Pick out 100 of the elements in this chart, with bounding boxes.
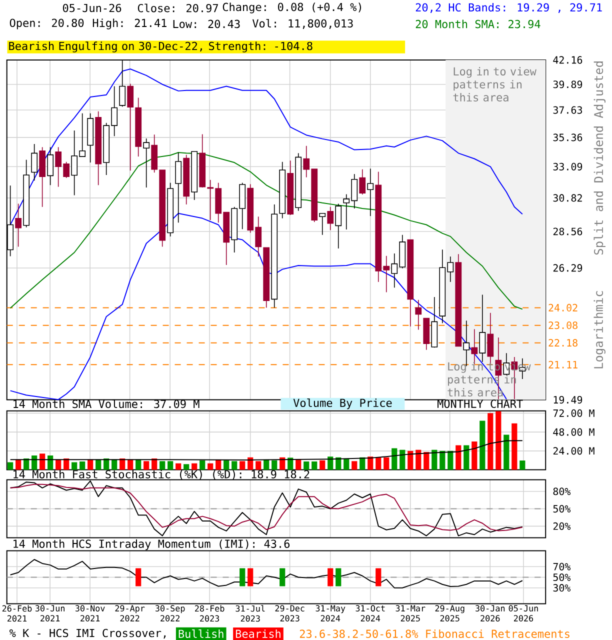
bar [400, 450, 406, 470]
candlestick [359, 168, 366, 195]
x-tick-label: 30-Nov 2021 [75, 605, 105, 622]
bar [304, 461, 310, 470]
bar [224, 460, 230, 470]
bar [103, 458, 110, 470]
bar [87, 460, 94, 470]
x-tick-label: 31-Jul 2023 [236, 605, 265, 622]
bar [336, 457, 342, 470]
text: 20,2 HC Bands: 19.29 , 29.71 [416, 3, 602, 13]
bar [176, 463, 182, 470]
text: Vol: 11,800,013 [252, 18, 353, 29]
bar [520, 460, 526, 470]
bar [111, 460, 118, 470]
bar [256, 461, 262, 470]
bar [216, 460, 222, 470]
chart-title: 14 Month Fast Stochastic (%K) (%D): 18.9 18.2 [14, 470, 310, 480]
x-tick-label: 30-Jan 2026 [475, 605, 505, 622]
candlestick [47, 146, 54, 186]
ref-line-label: 23.08 [548, 322, 578, 330]
chart-title: Bearish Engulfing on 30-Dec-22, Strength: -104.8 [9, 42, 312, 52]
text: Low: 20.43 [173, 20, 240, 28]
bar [416, 450, 422, 470]
bar [296, 460, 302, 470]
bar [192, 463, 198, 470]
bar [352, 461, 358, 470]
bar [208, 463, 214, 470]
bar [71, 462, 78, 470]
bar [248, 457, 254, 470]
candlestick [415, 300, 422, 330]
y-tick-label: 70% [553, 562, 571, 570]
y-tick-label: 26.29 [553, 264, 582, 272]
bar [23, 458, 30, 470]
bar [424, 452, 430, 470]
bar [512, 423, 518, 470]
y-tick-label: 24.00 M [553, 447, 594, 455]
bar [472, 441, 478, 470]
bar [240, 461, 246, 470]
y-tick-label: 50% [553, 573, 571, 582]
bar [119, 458, 126, 470]
text: High: 21.41 [92, 18, 166, 30]
bar [135, 460, 142, 470]
x-tick-label: 31-Mar 2025 [396, 605, 426, 622]
y-tick-label: 33.09 [553, 162, 582, 170]
chart-title: 14 Month SMA Volume: 37.09 M [14, 400, 200, 408]
bar [328, 456, 334, 470]
x-tick-label: 05-Jun 2026 [508, 605, 538, 622]
text: Open: 20.80 [10, 18, 84, 30]
bar [168, 461, 174, 470]
bar [63, 458, 70, 470]
candlestick [175, 152, 182, 224]
legend-title: % K - HCS IMI Crossover, [9, 628, 166, 639]
bar [232, 461, 238, 470]
candlestick [319, 212, 326, 236]
y-tick-label: 72.00 M [553, 409, 594, 417]
bar [264, 460, 270, 470]
bar [127, 460, 134, 470]
bar [448, 450, 454, 470]
y-tick-label: 19.49 [554, 396, 582, 404]
ref-line-label: 22.18 [548, 339, 578, 347]
bar [408, 450, 414, 470]
candlestick [367, 168, 374, 216]
candlestick [31, 144, 38, 181]
bar [95, 460, 102, 470]
bar [440, 450, 446, 470]
bar [200, 460, 206, 470]
bar [152, 458, 158, 470]
band-label: Log in to view patterns in this area [453, 67, 536, 102]
y-tick-label: 28.56 [553, 228, 582, 236]
bar [31, 455, 38, 470]
bar [280, 457, 286, 470]
candlestick [327, 206, 334, 231]
annotation: Volume By Price [293, 398, 392, 410]
bar [47, 455, 54, 470]
y-tick-label: 48.00 M [553, 428, 594, 436]
ref-line-label: 24.02 [548, 304, 578, 312]
bar [504, 434, 510, 470]
y-tick-label: 39.89 [553, 80, 582, 88]
annotation: MONTHLY CHART [437, 400, 523, 408]
bar [376, 457, 382, 470]
x-tick-label: 29-Dec 2023 [275, 605, 304, 622]
x-tick-label: 31-Oct 2024 [356, 605, 385, 622]
ref-line-label: 21.11 [548, 360, 578, 368]
text: Close: 20.97 [138, 4, 218, 12]
candlestick [479, 294, 486, 362]
text: Bullish [178, 629, 224, 638]
bar [55, 460, 62, 470]
y-tick-label: 35.36 [553, 134, 582, 142]
x-tick-label: 31-May 2024 [316, 605, 346, 622]
y-tick-label: 30.82 [553, 194, 582, 202]
x-tick-label: 29-Apr 2022 [115, 605, 145, 622]
bar [288, 458, 294, 470]
bar [464, 445, 470, 470]
bar [384, 457, 390, 470]
y-tick-label: 37.63 [553, 106, 582, 114]
bar [392, 448, 398, 470]
y-tick-label: 30% [553, 584, 571, 592]
bar [368, 456, 374, 470]
bar [360, 457, 366, 470]
bar [456, 445, 462, 470]
